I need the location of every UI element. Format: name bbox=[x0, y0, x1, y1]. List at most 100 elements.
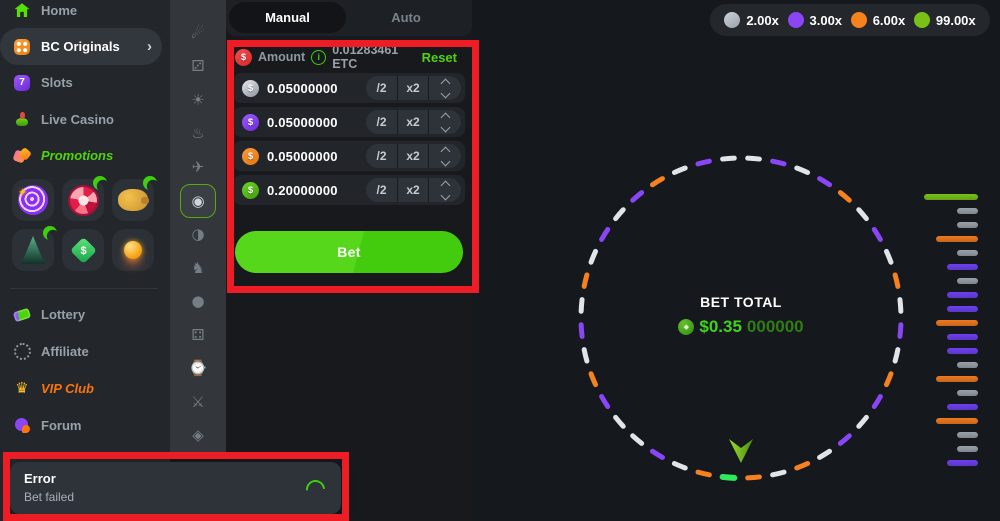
toast-message: Bet failed bbox=[24, 490, 75, 504]
legend-2x: 2.00x bbox=[724, 12, 779, 28]
wheel-segment bbox=[671, 460, 688, 471]
sidebar-item-promotions[interactable]: Promotions bbox=[0, 138, 170, 174]
chevron-down-icon[interactable] bbox=[440, 190, 450, 200]
sidebar-divider bbox=[10, 288, 158, 289]
spiral-target-icon bbox=[18, 185, 48, 215]
history-bar-purple bbox=[947, 292, 978, 298]
history-bar-silver bbox=[957, 362, 978, 368]
result-history-bars bbox=[920, 194, 978, 480]
tab-auto[interactable]: Auto bbox=[391, 10, 421, 25]
amount-stepper[interactable] bbox=[428, 110, 461, 134]
half-button[interactable]: /2 bbox=[366, 178, 397, 202]
wheel-segment bbox=[745, 474, 762, 481]
dice-pair-icon[interactable]: ⚃ bbox=[191, 325, 205, 344]
wheel-segment bbox=[599, 226, 611, 242]
sidebar-item-home[interactable]: Home bbox=[0, 0, 170, 28]
sidebar-item-slots[interactable]: 7 Slots bbox=[0, 65, 170, 101]
double-button[interactable]: x2 bbox=[397, 76, 428, 100]
sword-icon[interactable]: ⚔ bbox=[191, 392, 205, 411]
dice-icon[interactable]: ⚂ bbox=[191, 57, 205, 76]
chevron-right-icon: › bbox=[147, 38, 152, 56]
sidebar-nav: Home BC Originals › 7 Slots Live Casino … bbox=[0, 0, 170, 174]
chevron-down-icon[interactable] bbox=[440, 156, 450, 166]
wheel-segment bbox=[630, 190, 645, 203]
game-tile-spiral-target[interactable]: ✦ bbox=[12, 179, 54, 221]
sidebar-item-label: Promotions bbox=[41, 148, 114, 164]
wheel-segment bbox=[837, 433, 852, 446]
bet-row-orange[interactable]: $ 0.05000000 /2 x2 bbox=[233, 141, 465, 171]
sidebar-item-vip-club[interactable]: ♛ VIP Club bbox=[0, 370, 170, 407]
chevron-up-icon[interactable] bbox=[440, 78, 450, 88]
sidebar-item-forum[interactable]: Forum bbox=[0, 407, 170, 444]
promotions-tags-icon bbox=[13, 147, 31, 165]
double-button[interactable]: x2 bbox=[397, 110, 428, 134]
tab-manual[interactable]: Manual bbox=[229, 2, 346, 33]
lottery-ticket-icon bbox=[12, 306, 32, 324]
error-toast[interactable]: Error Bet failed bbox=[10, 462, 341, 514]
sidebar-bottom-nav: Lottery Affiliate ♛ VIP Club Forum bbox=[0, 296, 170, 444]
orange-coin-icon: $ bbox=[242, 147, 259, 165]
double-button[interactable]: x2 bbox=[397, 178, 428, 202]
wheel-icon[interactable]: ◉ bbox=[180, 183, 216, 218]
wheel-segment bbox=[837, 190, 852, 203]
sidebar-item-lottery[interactable]: Lottery bbox=[0, 296, 170, 333]
history-bar-green bbox=[924, 194, 978, 200]
etc-coin-icon: ◆ bbox=[678, 319, 695, 335]
game-tile-piggy[interactable] bbox=[112, 176, 157, 221]
wheel-segment bbox=[649, 448, 665, 460]
sidebar-item-label: Slots bbox=[41, 75, 73, 91]
wheel-segment bbox=[770, 469, 787, 478]
sidebar-item-live-casino[interactable]: Live Casino bbox=[0, 101, 170, 137]
timer-icon[interactable]: ⌚ bbox=[188, 359, 208, 378]
history-bar-silver bbox=[957, 208, 978, 214]
chevron-up-icon[interactable] bbox=[440, 112, 450, 122]
wheel-segment bbox=[578, 297, 585, 314]
game-tile-hood[interactable] bbox=[12, 226, 57, 271]
toast-title: Error bbox=[24, 471, 56, 486]
wheel-segment bbox=[883, 248, 894, 265]
bet-button[interactable]: Bet bbox=[235, 231, 463, 273]
wheel-segment bbox=[578, 322, 585, 339]
gem-icon[interactable]: ◈ bbox=[192, 426, 204, 445]
history-bar-purple bbox=[947, 334, 978, 340]
amount-stepper[interactable] bbox=[428, 144, 461, 168]
bet-row-purple[interactable]: $ 0.05000000 /2 x2 bbox=[233, 107, 465, 137]
knight-icon[interactable]: ♞ bbox=[191, 258, 205, 277]
chevron-up-icon[interactable] bbox=[440, 180, 450, 190]
amount-stepper[interactable] bbox=[428, 178, 461, 202]
game-tile-price-tag[interactable]: $ bbox=[62, 229, 104, 271]
mine-icon[interactable]: ☀ bbox=[191, 90, 205, 109]
sidebar-item-bc-originals[interactable]: BC Originals › bbox=[0, 28, 162, 65]
reset-button[interactable]: Reset bbox=[416, 49, 463, 66]
chevron-down-icon[interactable] bbox=[440, 88, 450, 98]
half-button[interactable]: /2 bbox=[366, 144, 397, 168]
hooded-figure-icon bbox=[21, 236, 45, 264]
wheel-segment bbox=[871, 226, 883, 242]
history-bar-silver bbox=[957, 446, 978, 452]
history-bar-purple bbox=[947, 460, 978, 466]
game-tile-wheel[interactable] bbox=[62, 176, 107, 221]
game-tile-coin[interactable] bbox=[112, 229, 154, 271]
bet-row-green[interactable]: $ 0.20000000 /2 x2 bbox=[233, 175, 465, 205]
sidebar-item-affiliate[interactable]: Affiliate bbox=[0, 333, 170, 370]
flame-icon[interactable]: ♨ bbox=[191, 124, 205, 143]
chevron-down-icon[interactable] bbox=[440, 122, 450, 132]
comet-icon[interactable]: ☄ bbox=[191, 23, 205, 42]
multiplier-legend: 2.00x 3.00x 6.00x 99.00x bbox=[710, 4, 990, 36]
history-bar-silver bbox=[957, 432, 978, 438]
bet-row-silver[interactable]: $ 0.05000000 /2 x2 bbox=[233, 73, 465, 103]
legend-label: 99.00x bbox=[935, 12, 976, 28]
info-icon[interactable]: i bbox=[311, 49, 327, 65]
half-button[interactable]: /2 bbox=[366, 76, 397, 100]
double-button[interactable]: x2 bbox=[397, 144, 428, 168]
amount-stepper[interactable] bbox=[428, 76, 461, 100]
half-button[interactable]: /2 bbox=[366, 110, 397, 134]
ball-icon[interactable]: ● bbox=[191, 292, 205, 311]
sidebar-item-label: BC Originals bbox=[41, 39, 120, 55]
saucer-icon[interactable]: ✈ bbox=[191, 157, 205, 176]
game-icon-strip: ☄ ⚂ ☀ ♨ ✈ ◉ ◑ ♞ ● ⚃ ⌚ ⚔ ◈ bbox=[170, 0, 226, 452]
wheel-segment bbox=[897, 297, 904, 314]
bet-total: BET TOTAL ◆ $0.35 000000 bbox=[641, 294, 841, 337]
coinflip-icon[interactable]: ◑ bbox=[191, 225, 205, 244]
chevron-up-icon[interactable] bbox=[440, 146, 450, 156]
